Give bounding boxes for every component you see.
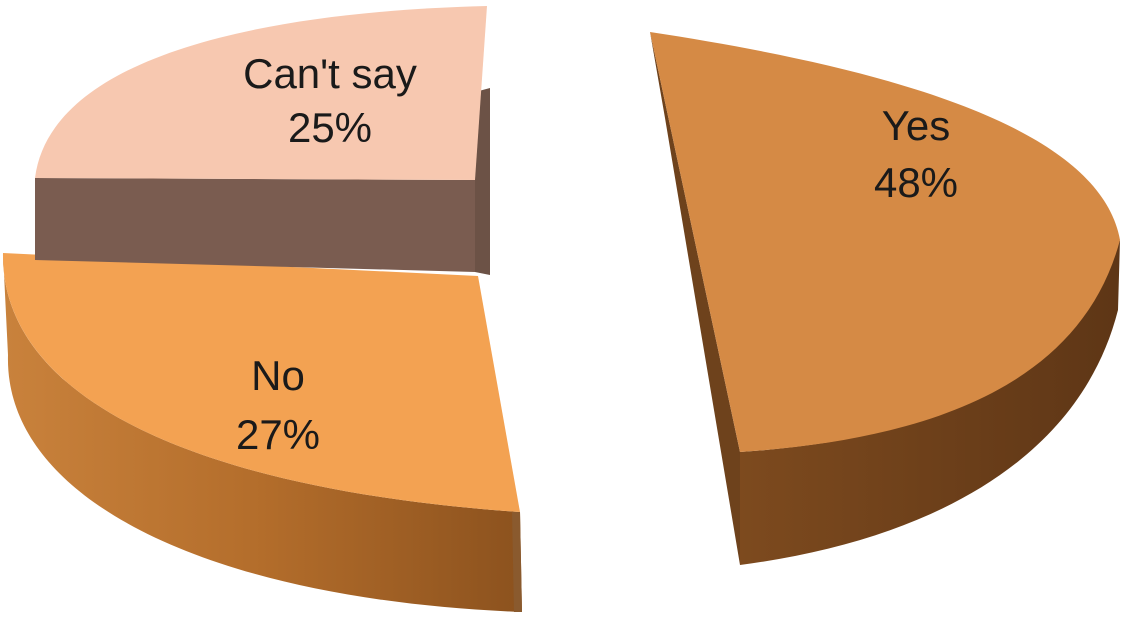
label-yes-value: 48% bbox=[874, 159, 958, 206]
slice-cant-say-top bbox=[35, 6, 487, 180]
slice-no-top bbox=[2, 253, 520, 512]
slice-yes-side bbox=[740, 240, 1120, 565]
slice-no-side bbox=[2, 253, 523, 612]
slice-no-cut-face bbox=[512, 512, 522, 612]
slice-cant-say bbox=[35, 6, 490, 275]
label-yes-name: Yes bbox=[882, 102, 951, 149]
label-no-value: 27% bbox=[236, 411, 320, 458]
slice-yes bbox=[650, 32, 1120, 565]
slice-cant-say-cut-face bbox=[35, 178, 475, 272]
label-cant-say-value: 25% bbox=[288, 104, 372, 151]
slice-no bbox=[2, 253, 523, 612]
label-cant-say-name: Can't say bbox=[243, 50, 417, 97]
label-no-name: No bbox=[251, 352, 305, 399]
slice-yes-top bbox=[650, 32, 1120, 452]
slice-cant-say-side bbox=[475, 88, 490, 275]
